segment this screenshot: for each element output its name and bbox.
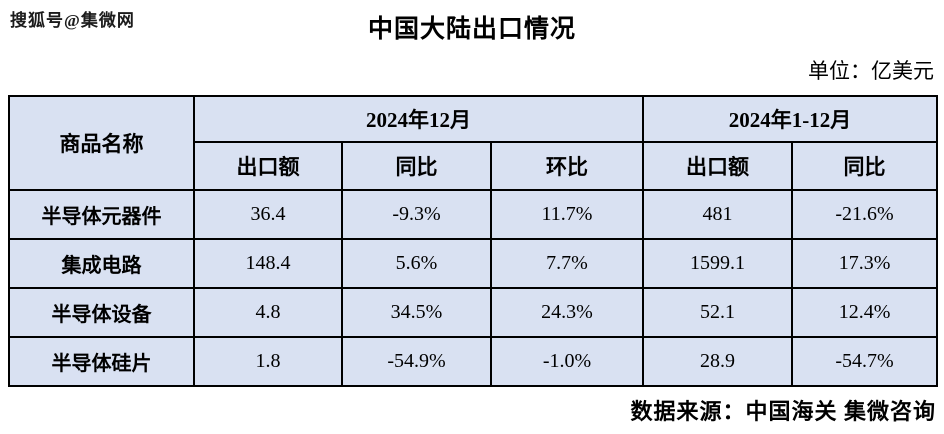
cell-export-value-dec: 36.4	[193, 189, 343, 240]
watermark-sohu: 搜狐号@集微网	[10, 11, 135, 30]
cell-yoy-dec: 5.6%	[341, 238, 492, 289]
unit-label: 单位：亿美元	[808, 59, 934, 83]
export-data-table: 商品名称 2024年12月 2024年1-12月 出口额 同比 环比 出口额 同…	[8, 95, 939, 387]
data-source-label: 数据来源：中国海关 集微咨询	[630, 399, 936, 424]
header-export-value-ytd: 出口额	[642, 141, 794, 191]
cell-export-value-ytd: 52.1	[642, 287, 794, 338]
cell-yoy-dec: -9.3%	[341, 189, 492, 240]
cell-yoy-dec: -54.9%	[341, 336, 492, 387]
cell-export-value-ytd: 28.9	[642, 336, 794, 387]
table-row-semiconductor-wafers: 半导体硅片 1.8 -54.9% -1.0% 28.9 -54.7%	[8, 336, 939, 387]
cell-mom-dec: -1.0%	[489, 336, 645, 387]
header-mom-dec: 环比	[489, 141, 645, 191]
header-group-jan-dec-2024: 2024年1-12月	[642, 95, 939, 143]
page-title: 中国大陆出口情况	[367, 16, 576, 43]
table-row-integrated-circuits: 集成电路 148.4 5.6% 7.7% 1599.1 17.3%	[8, 238, 939, 289]
row-product-name: 半导体元器件	[8, 189, 195, 240]
cell-mom-dec: 7.7%	[489, 238, 645, 289]
cell-export-value-dec: 4.8	[193, 287, 343, 338]
row-product-name: 集成电路	[8, 238, 195, 289]
header-product-name: 商品名称	[8, 95, 195, 191]
cell-export-value-ytd: 481	[642, 189, 794, 240]
header-export-value-dec: 出口额	[193, 141, 343, 191]
header-subcolumn-row: 出口额 同比 环比 出口额 同比	[9, 141, 939, 191]
header-group-dec-2024: 2024年12月	[192, 95, 645, 143]
table-row-semiconductor-equipment: 半导体设备 4.8 34.5% 24.3% 52.1 12.4%	[8, 287, 939, 338]
header-yoy-ytd: 同比	[791, 141, 939, 191]
table-row-semiconductor-components: 半导体元器件 36.4 -9.3% 11.7% 481 -21.6%	[8, 189, 939, 240]
header-group-row: 商品名称 2024年12月 2024年1-12月	[8, 95, 939, 191]
cell-yoy-ytd: -21.6%	[791, 189, 939, 240]
row-product-name: 半导体硅片	[8, 336, 195, 387]
row-product-name: 半导体设备	[8, 287, 195, 338]
cell-yoy-ytd: 12.4%	[791, 287, 939, 338]
cell-yoy-dec: 34.5%	[341, 287, 492, 338]
cell-yoy-ytd: -54.7%	[791, 336, 939, 387]
cell-mom-dec: 24.3%	[489, 287, 645, 338]
cell-mom-dec: 11.7%	[489, 189, 645, 240]
cell-export-value-dec: 148.4	[193, 238, 343, 289]
cell-export-value-ytd: 1599.1	[642, 238, 794, 289]
cell-yoy-ytd: 17.3%	[791, 238, 939, 289]
cell-export-value-dec: 1.8	[193, 336, 343, 387]
header-yoy-dec: 同比	[341, 141, 492, 191]
